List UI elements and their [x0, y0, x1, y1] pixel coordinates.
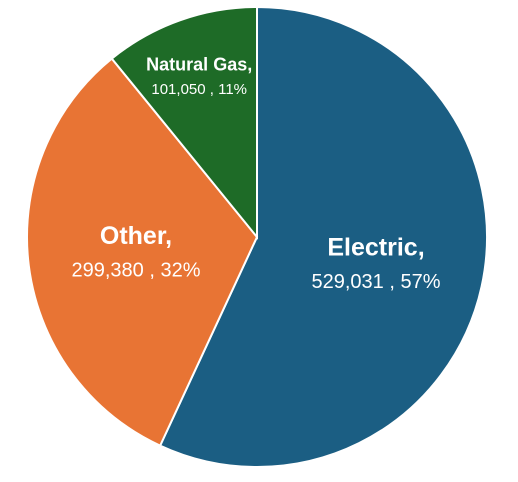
slice-name-label: Other,: [100, 222, 172, 250]
pie-slice-other: [26, 57, 259, 447]
pie-slices: [26, 5, 488, 468]
slice-value-label: 299,380 , 32%: [72, 260, 201, 282]
slice-value-label: 101,050 , 11%: [151, 81, 247, 98]
pie-labels: Electric, 529,031 , 57% Other, 299,380 , 32…: [72, 55, 441, 293]
slice-value-label: 529,031 , 57%: [312, 271, 441, 293]
slice-name-label: Natural Gas,: [146, 55, 252, 75]
pie-slice-natural-gas: [110, 5, 258, 240]
slice-name-label: Electric,: [327, 233, 424, 261]
pie-slice-electric: [158, 5, 488, 468]
